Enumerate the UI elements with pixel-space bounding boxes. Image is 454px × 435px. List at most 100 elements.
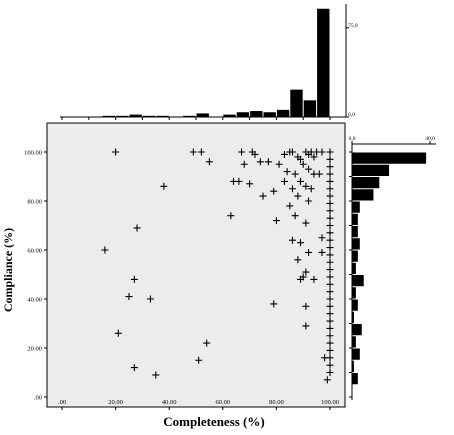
scatter-point <box>125 293 133 301</box>
right-hist-bar <box>352 311 354 323</box>
scatter-point <box>240 160 248 168</box>
y-tick-label: 80.00 <box>27 199 42 206</box>
x-axis-title: Completeness (%) <box>163 414 264 429</box>
scatter-point <box>280 177 288 185</box>
scatter-point <box>275 160 283 168</box>
scatter-point <box>326 244 334 252</box>
right-hist-bar <box>352 287 356 299</box>
scatter-point <box>326 155 334 163</box>
scatter-point <box>326 236 334 244</box>
scatter-point <box>152 371 160 379</box>
right-hist-bar <box>352 213 358 225</box>
top-hist-bar <box>236 112 250 117</box>
scatter-point <box>326 310 334 318</box>
right-hist-bar <box>352 177 380 189</box>
top-hist-bar <box>276 109 290 117</box>
scatter-point <box>326 199 334 207</box>
scatter-point <box>326 207 334 215</box>
y-tick-label: 20.00 <box>27 346 42 353</box>
scatter-point <box>297 177 305 185</box>
right-hist-bar <box>352 250 358 262</box>
scatter-point <box>326 214 334 222</box>
scatter-point <box>272 217 280 225</box>
right-hist-bar <box>352 238 360 250</box>
scatter-point <box>294 192 302 200</box>
top-hist-value-label: 75,0 <box>348 23 358 29</box>
scatter-point <box>326 332 334 340</box>
scatter-point <box>318 248 326 256</box>
scatter-point <box>326 177 334 185</box>
scatter-point <box>326 369 334 376</box>
top-hist-bar <box>263 112 276 117</box>
scatter-point <box>270 187 278 195</box>
scatter-point <box>310 275 318 283</box>
scatter-point <box>315 170 323 178</box>
top-hist-bar <box>142 115 156 117</box>
scatter-point <box>326 288 334 296</box>
scatter-point <box>259 192 267 200</box>
scatter-point <box>326 148 334 156</box>
scatter-point <box>323 376 331 384</box>
scatter-point <box>297 155 305 163</box>
right-hist-bar <box>352 299 358 311</box>
right-hist-bar <box>352 201 360 213</box>
y-tick-label: .00 <box>34 395 42 402</box>
scatter-point <box>114 329 122 337</box>
scatter-points <box>101 148 334 384</box>
top-hist-bar <box>102 115 116 117</box>
scatter-point <box>326 251 334 259</box>
scatter-point <box>246 180 254 188</box>
scatter-plot-background <box>46 122 346 408</box>
scatter-point <box>283 168 291 176</box>
right-hist-bar <box>352 189 374 201</box>
scatter-point <box>326 361 334 369</box>
scatter-point <box>130 364 138 372</box>
right-hist-bar <box>352 360 354 372</box>
y-axis-ticks: .00 20.00 40.00 60.00 80.00 100.00 <box>24 150 47 402</box>
scatter-point <box>280 150 288 158</box>
scatter-point <box>256 158 264 166</box>
scatter-point <box>326 163 334 171</box>
scatter-point <box>112 148 120 156</box>
top-marginal-histogram: 0,0 75,0 <box>60 4 358 120</box>
x-tick-label: 80.00 <box>269 399 284 406</box>
right-hist-value-label: 40,0 <box>425 136 435 142</box>
scatter-point <box>195 356 203 364</box>
scatter-point <box>305 165 313 173</box>
scatter-point <box>238 148 246 156</box>
scatter-point <box>146 295 154 303</box>
right-hist-bar <box>352 152 427 164</box>
top-hist-bar <box>250 111 263 117</box>
scatter-point <box>302 182 310 190</box>
scatter-point <box>133 224 141 232</box>
scatter-point <box>101 246 109 254</box>
top-hist-bar <box>156 115 169 117</box>
scatter-point <box>326 339 334 347</box>
scatter-point <box>288 148 296 156</box>
scatter-point <box>318 148 326 156</box>
scatter-point <box>310 153 318 161</box>
scatter-point <box>286 202 294 210</box>
scatter-plot-area <box>46 122 346 408</box>
scatter-point <box>326 346 334 354</box>
scatter-point <box>302 268 310 276</box>
scatter-point <box>326 302 334 310</box>
right-hist-bar <box>352 348 360 360</box>
scatter-point <box>326 222 334 229</box>
top-hist-bar <box>129 114 142 117</box>
scatter-point <box>326 258 334 266</box>
scatter-point <box>288 185 296 193</box>
top-hist-bar <box>116 115 129 117</box>
right-hist-bar <box>352 336 356 348</box>
scatter-point <box>302 302 310 310</box>
scatter-point <box>264 158 272 166</box>
scatter-point <box>326 192 334 200</box>
scatter-point <box>288 236 296 244</box>
right-hist-bar <box>352 275 364 287</box>
y-tick-label: 60.00 <box>27 248 42 255</box>
y-axis-title: Compliance (%) <box>1 228 15 312</box>
x-tick-label: 100.00 <box>321 399 339 406</box>
scatter-point <box>326 280 334 288</box>
